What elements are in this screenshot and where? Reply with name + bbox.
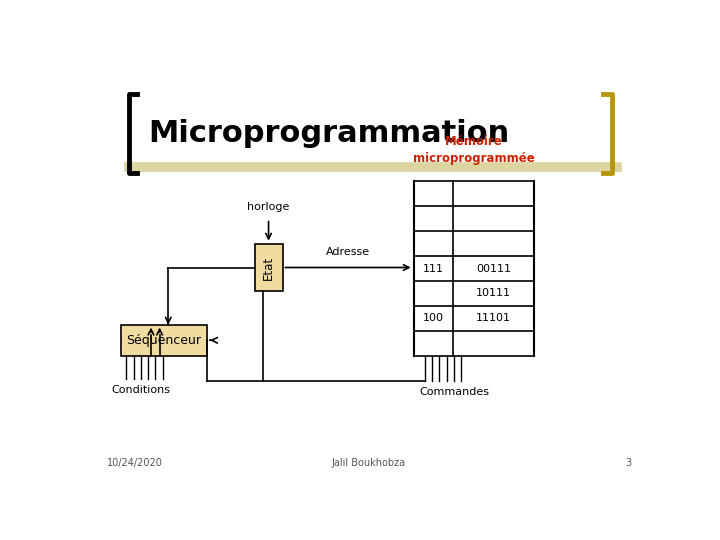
Bar xyxy=(121,325,207,356)
Text: Microprogrammation: Microprogrammation xyxy=(148,119,510,148)
Text: 11101: 11101 xyxy=(476,313,511,323)
Text: Séquenceur: Séquenceur xyxy=(127,334,202,347)
Text: Etat: Etat xyxy=(262,255,275,280)
Text: Mémoire
microprogrammée: Mémoire microprogrammée xyxy=(413,134,534,165)
Text: 3: 3 xyxy=(625,458,631,468)
Text: horloge: horloge xyxy=(248,202,289,212)
Bar xyxy=(255,244,282,292)
Text: Commandes: Commandes xyxy=(419,387,489,397)
Text: 100: 100 xyxy=(423,313,444,323)
Text: Conditions: Conditions xyxy=(112,385,170,395)
Text: 10/24/2020: 10/24/2020 xyxy=(107,458,163,468)
Text: 00111: 00111 xyxy=(476,264,511,274)
Text: Adresse: Adresse xyxy=(326,247,370,257)
Text: Jalil Boukhobza: Jalil Boukhobza xyxy=(332,458,406,468)
Text: 10111: 10111 xyxy=(476,288,511,299)
Text: 111: 111 xyxy=(423,264,444,274)
